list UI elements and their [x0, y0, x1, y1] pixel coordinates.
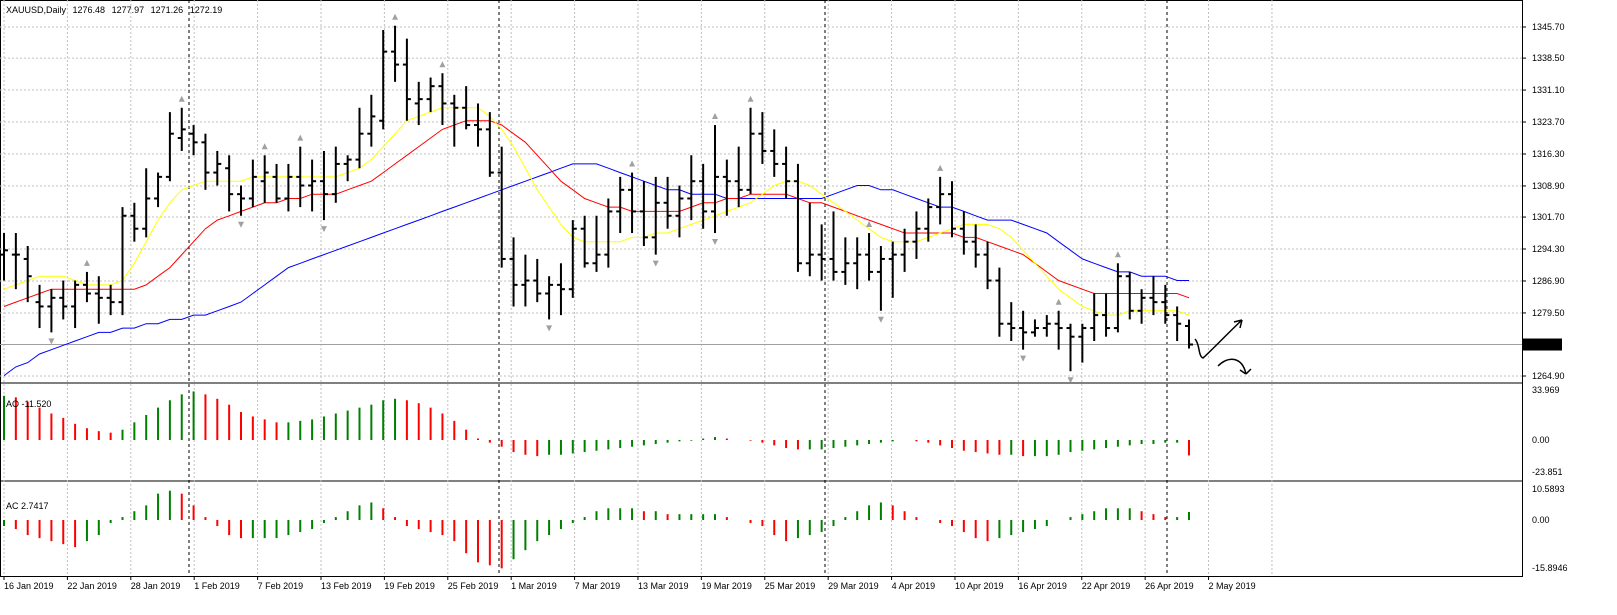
fractal-down-icon	[320, 226, 327, 233]
ao-y-tick-label: 33.969	[1532, 385, 1560, 395]
x-tick-label: 1 Feb 2019	[194, 581, 240, 591]
y-tick-label: 1286.90	[1532, 276, 1565, 286]
x-tick-label: 10 Apr 2019	[955, 581, 1004, 591]
y-tick-label: 1301.70	[1532, 212, 1565, 222]
arrow-down-head-icon	[1239, 368, 1252, 375]
fractal-up-icon	[178, 95, 185, 102]
x-tick-label: 19 Mar 2019	[701, 581, 752, 591]
fractal-down-icon	[48, 338, 55, 345]
y-tick-label: 1316.30	[1532, 149, 1565, 159]
fractal-up-icon	[439, 61, 446, 68]
y-tick-label: 1331.10	[1532, 85, 1565, 95]
current-price-tag	[1522, 338, 1562, 351]
y-tick-label: 1308.90	[1532, 181, 1565, 191]
x-tick-label: 22 Jan 2019	[67, 581, 117, 591]
x-tick-label: 28 Jan 2019	[131, 581, 181, 591]
ac-y-tick-label: 10.5893	[1532, 484, 1565, 494]
symbol-text: XAUUSD,Daily	[6, 5, 67, 15]
ao-y-tick-label: 0.00	[1532, 435, 1550, 445]
ac-y-tick-label: 0.00	[1532, 515, 1550, 525]
fractal-down-icon	[1067, 377, 1074, 384]
fractal-up-icon	[866, 221, 873, 228]
fractal-up-icon	[392, 13, 399, 20]
fractal-up-icon	[937, 164, 944, 171]
fractal-up-icon	[1114, 251, 1121, 258]
x-tick-label: 19 Feb 2019	[384, 581, 435, 591]
x-tick-label: 13 Feb 2019	[321, 581, 372, 591]
arrow-up-head-icon	[1233, 319, 1243, 329]
open-value: 1276.48	[72, 5, 106, 15]
x-tick-label: 16 Apr 2019	[1018, 581, 1067, 591]
x-tick-label: 1 Mar 2019	[511, 581, 557, 591]
ao-panel-label: AO -11.520	[6, 399, 52, 409]
ma-blue-line	[3, 163, 1189, 377]
ac-y-tick-label: -15.8946	[1532, 563, 1568, 573]
drawn-up-arrow	[1194, 319, 1243, 359]
x-tick-label: 4 Apr 2019	[892, 581, 936, 591]
fractal-down-icon	[238, 221, 244, 228]
fractal-up-icon	[747, 95, 754, 102]
fractal-up-icon	[83, 259, 90, 266]
x-tick-label: 22 Apr 2019	[1082, 581, 1131, 591]
fractal-up-icon	[1055, 298, 1062, 305]
y-tick-label: 1279.50	[1532, 308, 1565, 318]
y-tick-label: 1338.50	[1532, 53, 1565, 63]
fractal-down-icon	[652, 260, 659, 267]
main-panel-label: XAUUSD,Daily 1276.48 1277.97 1271.26 127…	[6, 5, 226, 15]
ac-panel-label: AC 2.7417	[6, 501, 49, 511]
ao-y-tick-label: -23.851	[1532, 467, 1563, 477]
x-tick-label: 25 Mar 2019	[765, 581, 816, 591]
fractal-up-icon	[712, 113, 718, 120]
y-tick-label: 1294.30	[1532, 244, 1565, 254]
high-value: 1277.97	[111, 5, 145, 15]
drawn-down-arrow	[1217, 358, 1247, 375]
chart-frame	[0, 0, 1523, 577]
fractal-down-icon	[546, 325, 553, 332]
x-tick-label: 7 Mar 2019	[575, 581, 621, 591]
fractal-up-icon	[261, 143, 268, 150]
y-tick-label: 1264.90	[1532, 371, 1565, 381]
fractal-down-icon	[712, 239, 718, 246]
x-tick-label: 2 May 2019	[1209, 581, 1256, 591]
fractal-up-icon	[297, 134, 304, 141]
fractal-up-icon	[629, 160, 636, 167]
x-tick-label: 13 Mar 2019	[638, 581, 689, 591]
low-value: 1271.26	[150, 5, 184, 15]
close-value: 1272.19	[189, 5, 223, 15]
y-tick-label: 1323.70	[1532, 117, 1565, 127]
ma-red-line	[3, 120, 1190, 307]
fractal-down-icon	[1020, 355, 1027, 362]
fractal-down-icon	[877, 316, 884, 323]
x-tick-label: 7 Feb 2019	[258, 581, 304, 591]
x-tick-label: 26 Apr 2019	[1145, 581, 1194, 591]
current-price-label: 1272.19	[1525, 340, 1558, 350]
x-tick-label: 29 Mar 2019	[828, 581, 879, 591]
y-tick-label: 1345.70	[1532, 22, 1565, 32]
x-tick-label: 16 Jan 2019	[4, 581, 54, 591]
x-tick-label: 25 Feb 2019	[448, 581, 499, 591]
